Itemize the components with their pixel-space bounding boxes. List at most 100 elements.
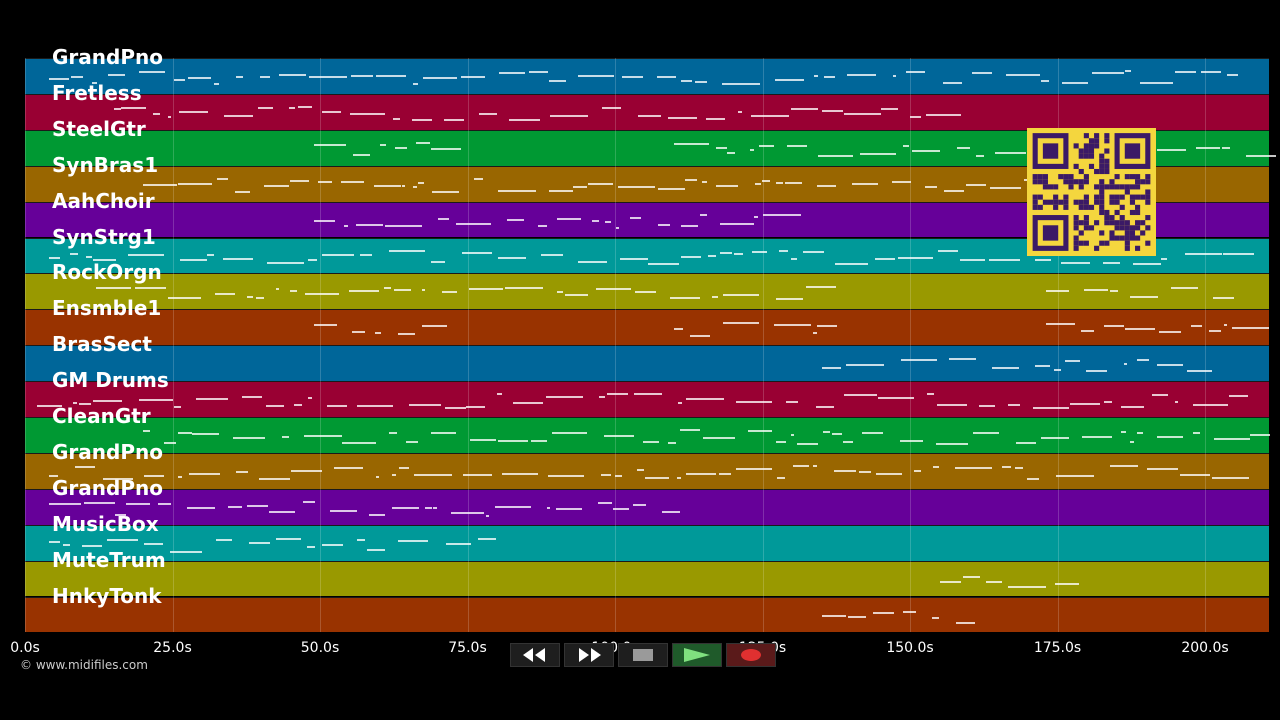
note xyxy=(247,504,268,507)
note xyxy=(397,539,429,542)
note xyxy=(1223,324,1228,327)
track-label: SynBras1 xyxy=(52,152,159,177)
axis-tick-label: 25.0s xyxy=(153,640,192,656)
record-button[interactable] xyxy=(726,643,776,667)
note xyxy=(291,469,323,472)
note xyxy=(505,286,543,289)
note xyxy=(1121,405,1144,408)
note xyxy=(1103,325,1125,328)
note xyxy=(180,259,207,262)
note xyxy=(91,82,98,85)
track-label: GM Drums xyxy=(52,368,169,393)
note xyxy=(444,406,466,409)
note xyxy=(985,580,1003,583)
note xyxy=(62,543,70,546)
track-lane[interactable] xyxy=(25,93,1269,130)
track-lane[interactable] xyxy=(25,596,1269,633)
note xyxy=(901,358,937,361)
note xyxy=(681,255,701,258)
play-button[interactable] xyxy=(672,643,722,667)
note xyxy=(547,475,584,478)
note xyxy=(257,106,274,109)
record-icon xyxy=(741,649,761,661)
note xyxy=(1184,253,1223,256)
track-lane[interactable] xyxy=(25,524,1269,561)
note xyxy=(95,286,132,289)
track-lane[interactable] xyxy=(25,560,1269,597)
note xyxy=(84,501,115,504)
note xyxy=(786,401,799,404)
note xyxy=(988,259,1020,262)
qr-code-icon[interactable] xyxy=(1027,128,1156,256)
note xyxy=(791,257,798,260)
note xyxy=(877,396,914,399)
note xyxy=(936,403,968,406)
note xyxy=(577,74,615,77)
note xyxy=(178,110,208,113)
note xyxy=(144,542,163,545)
note xyxy=(247,295,254,298)
note xyxy=(70,253,78,256)
note xyxy=(1232,327,1270,330)
note xyxy=(48,474,59,477)
rewind-button[interactable] xyxy=(510,643,560,667)
note xyxy=(633,504,647,507)
track-lane[interactable] xyxy=(25,309,1269,346)
note xyxy=(143,429,150,432)
note xyxy=(615,474,623,477)
note xyxy=(791,108,819,111)
track-label: Fretless xyxy=(52,80,142,105)
note xyxy=(1033,406,1069,409)
track-lane[interactable] xyxy=(25,58,1269,94)
note xyxy=(1213,296,1235,299)
note xyxy=(314,219,335,222)
note xyxy=(686,398,724,401)
note xyxy=(939,580,961,583)
note xyxy=(1186,370,1213,373)
note xyxy=(658,223,670,226)
note xyxy=(1001,465,1012,468)
note xyxy=(599,396,605,399)
note xyxy=(259,477,290,480)
note xyxy=(158,503,171,506)
note xyxy=(107,73,126,76)
note xyxy=(972,432,999,435)
note xyxy=(498,71,525,74)
note xyxy=(720,222,755,225)
track-lane[interactable] xyxy=(25,381,1269,417)
note xyxy=(549,114,588,117)
note xyxy=(502,472,539,475)
note xyxy=(432,191,459,194)
note xyxy=(1191,324,1203,327)
note xyxy=(572,186,587,189)
note xyxy=(411,118,433,121)
track-lane[interactable] xyxy=(25,345,1269,382)
note xyxy=(398,466,410,469)
note xyxy=(1070,403,1100,406)
note xyxy=(153,112,161,115)
note xyxy=(294,403,303,406)
note xyxy=(174,79,186,82)
fast-forward-button[interactable] xyxy=(564,643,614,667)
note xyxy=(169,550,202,553)
note xyxy=(587,182,614,185)
note xyxy=(498,257,527,260)
note xyxy=(414,474,452,477)
note xyxy=(174,405,181,408)
note xyxy=(847,615,867,618)
track-lane[interactable] xyxy=(25,452,1269,489)
note xyxy=(602,106,622,109)
note xyxy=(394,289,412,292)
note xyxy=(1045,290,1070,293)
note xyxy=(737,111,743,114)
note xyxy=(995,151,1027,154)
note xyxy=(394,147,407,150)
stop-button[interactable] xyxy=(618,643,668,667)
note xyxy=(167,116,171,119)
track-lane[interactable] xyxy=(25,417,1269,453)
note xyxy=(1064,359,1081,362)
note xyxy=(1103,401,1112,404)
note xyxy=(979,405,995,408)
note xyxy=(127,253,165,256)
note xyxy=(557,218,582,221)
